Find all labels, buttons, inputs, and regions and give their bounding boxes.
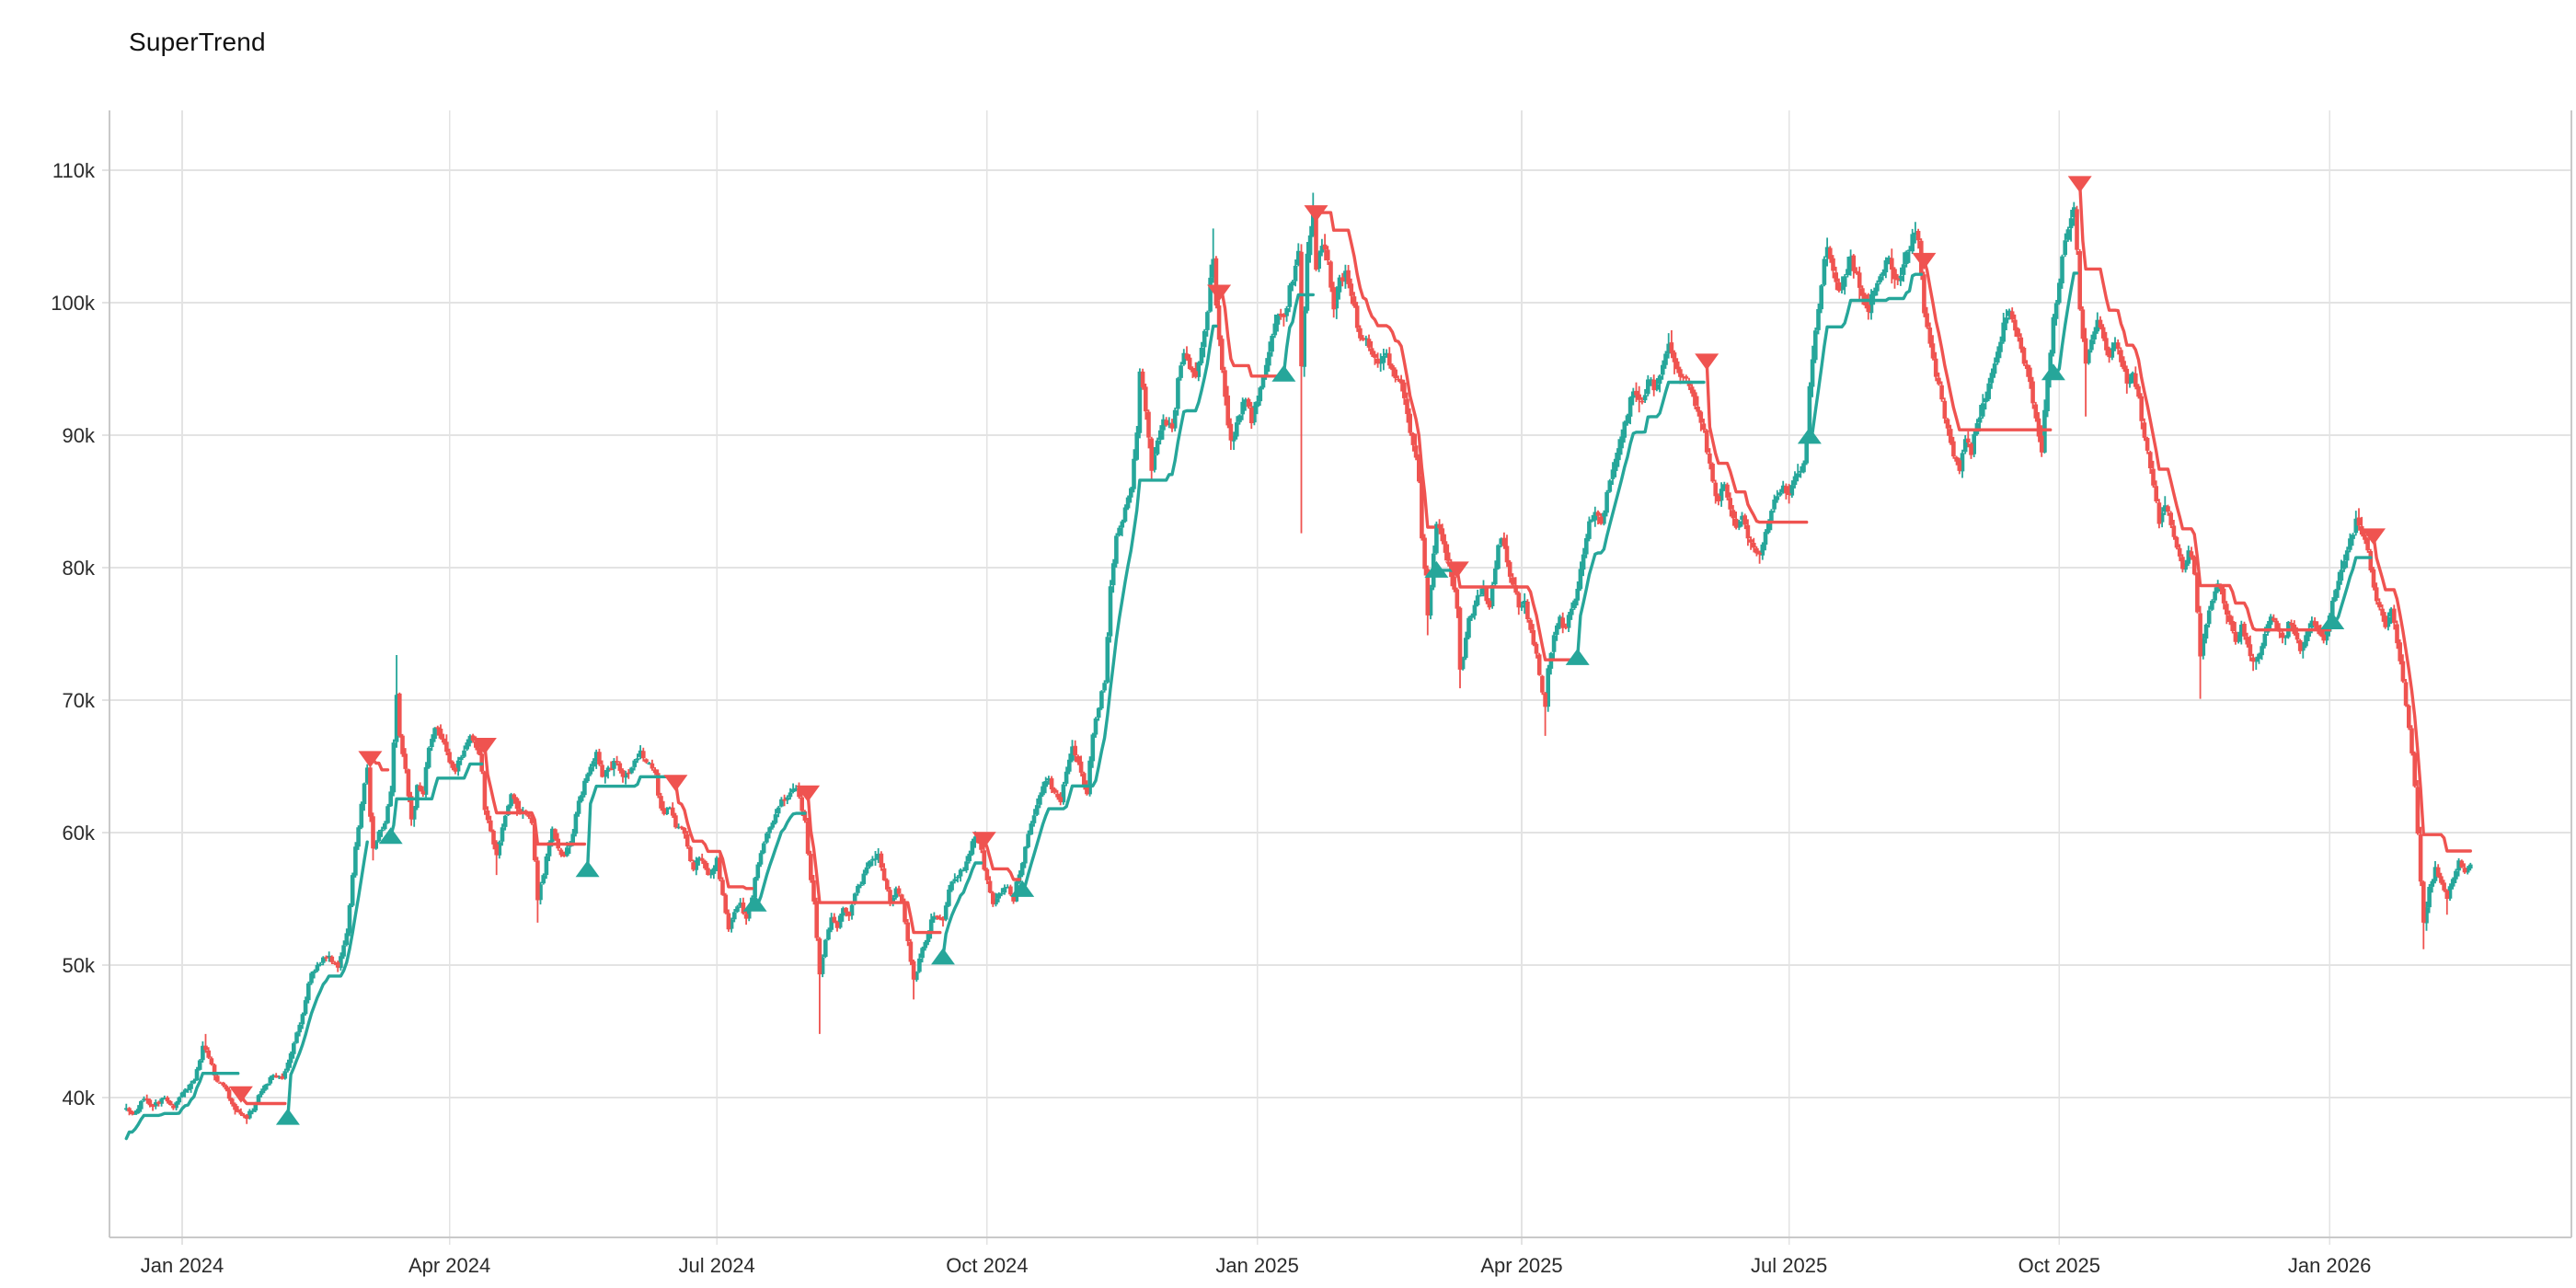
svg-text:Jul 2024: Jul 2024	[679, 1254, 755, 1277]
flip-down-marker	[1304, 205, 1328, 223]
flip-up-marker	[575, 860, 600, 878]
grid-lines	[102, 110, 2571, 1245]
svg-text:Jan 2025: Jan 2025	[1215, 1254, 1299, 1277]
svg-text:110k: 110k	[52, 159, 96, 182]
candles-up	[124, 192, 2473, 1120]
svg-text:40k: 40k	[63, 1087, 96, 1110]
flip-down-marker	[1444, 561, 1469, 579]
svg-text:Jan 2026: Jan 2026	[2288, 1254, 2372, 1277]
supertrend-line	[124, 181, 2472, 1141]
svg-text:50k: 50k	[63, 954, 96, 977]
svg-text:Jul 2025: Jul 2025	[1751, 1254, 1827, 1277]
flip-down-marker	[972, 832, 996, 849]
svg-text:Oct 2024: Oct 2024	[946, 1254, 1028, 1277]
flip-down-marker	[472, 738, 497, 754]
flip-up-marker	[742, 894, 767, 912]
svg-text:Apr 2025: Apr 2025	[1480, 1254, 1562, 1277]
svg-text:80k: 80k	[63, 557, 96, 580]
flip-up-marker	[931, 948, 955, 965]
flip-down-marker	[2362, 528, 2386, 546]
svg-text:60k: 60k	[63, 822, 96, 845]
svg-text:Jan 2024: Jan 2024	[141, 1254, 224, 1277]
svg-text:Oct 2025: Oct 2025	[2018, 1254, 2100, 1277]
svg-text:90k: 90k	[63, 424, 96, 447]
flip-up-marker	[2320, 613, 2345, 629]
svg-text:Apr 2024: Apr 2024	[408, 1254, 490, 1277]
flip-down-marker	[796, 785, 821, 802]
flip-down-marker	[1207, 284, 1232, 302]
flip-down-marker	[1695, 353, 1719, 371]
axis-spines	[109, 110, 2572, 1238]
flip-up-marker	[378, 827, 403, 845]
flip-down-marker	[663, 775, 688, 792]
trend-flip-markers	[228, 176, 2386, 1125]
flip-down-marker	[1912, 252, 1937, 270]
x-axis-labels: Jan 2024 Apr 2024 Jul 2024 Oct 2024 Jan 2025…	[141, 1254, 2372, 1277]
flip-up-marker	[1271, 364, 1296, 382]
flip-up-marker	[1010, 880, 1035, 897]
flip-up-marker	[1424, 560, 1449, 578]
chart-title: SuperTrend	[129, 28, 266, 56]
svg-text:100k: 100k	[51, 292, 96, 315]
flip-down-marker	[228, 1086, 253, 1103]
svg-text:70k: 70k	[63, 689, 96, 712]
flip-down-marker	[358, 751, 383, 768]
flip-up-marker	[275, 1108, 300, 1125]
flip-down-marker	[2067, 176, 2092, 193]
y-axis-labels: 40k 50k 60k 70k 80k 90k 100k 110k	[51, 159, 96, 1110]
flip-up-marker	[1565, 648, 1590, 665]
flip-up-marker	[1797, 427, 1822, 444]
flip-up-marker	[2041, 363, 2065, 381]
